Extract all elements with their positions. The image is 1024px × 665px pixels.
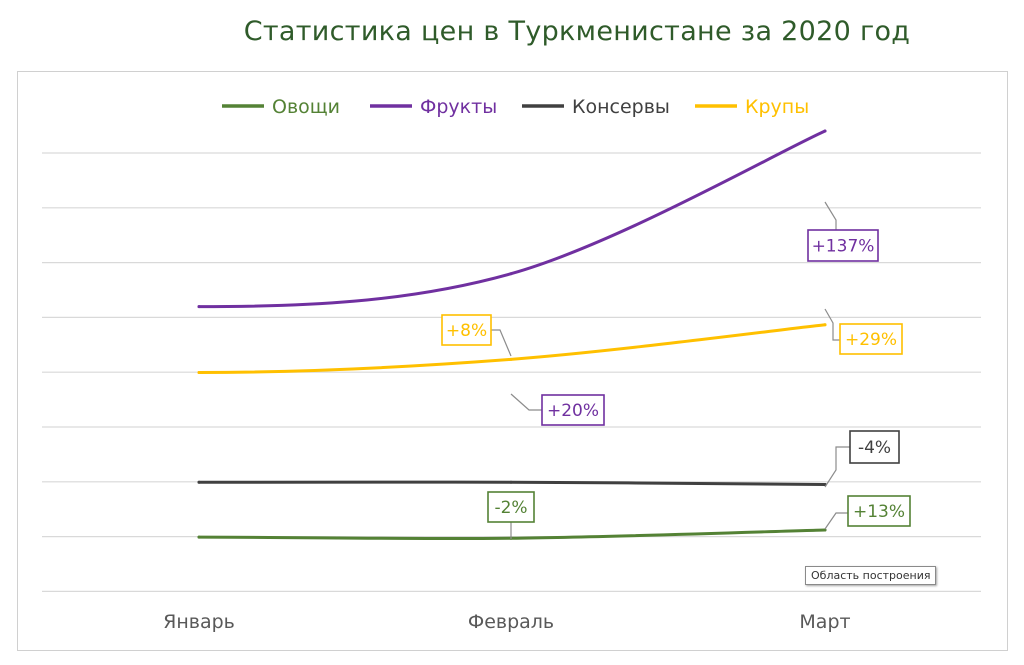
- data-label: +20%: [547, 401, 599, 421]
- x-tick-label: Февраль: [468, 611, 554, 633]
- data-label: +8%: [446, 321, 487, 341]
- data-label: +137%: [812, 237, 875, 257]
- data-point: [197, 371, 201, 374]
- leader-line: [824, 201, 837, 230]
- data-label-box: [487, 491, 535, 523]
- series-line-2: [197, 129, 827, 309]
- data-point: [197, 480, 201, 484]
- leader-line: [510, 393, 542, 411]
- data-label: +29%: [845, 330, 897, 350]
- data-label: +13%: [853, 502, 905, 522]
- plot-area-tooltip: Область построения: [805, 566, 937, 585]
- data-label-box: [541, 394, 605, 426]
- data-label-box: [839, 323, 903, 355]
- data-point: [823, 528, 827, 532]
- legend-label: Консервы: [572, 96, 670, 118]
- data-point: [197, 305, 201, 309]
- leader-line: [824, 308, 840, 341]
- data-label-box: [807, 229, 879, 262]
- leader-line: [824, 512, 848, 530]
- leader-line: [824, 446, 850, 488]
- chart-title: Статистика цен в Туркменистане за 2020 г…: [243, 16, 911, 47]
- data-point: [823, 323, 827, 327]
- data-point: [197, 535, 201, 539]
- data-label-box: [849, 430, 900, 464]
- data-label-box: [847, 495, 911, 527]
- data-label-box: [441, 314, 492, 346]
- data-point: [509, 480, 513, 484]
- leader-line: [491, 329, 512, 357]
- data-label: -4%: [858, 438, 891, 458]
- data-point: [823, 129, 827, 133]
- data-label: -2%: [494, 498, 527, 518]
- series-line-4: [197, 323, 827, 374]
- legend-label: Фрукты: [420, 96, 497, 118]
- legend-label: Крупы: [745, 96, 809, 118]
- x-tick-label: Январь: [163, 611, 235, 633]
- data-point: [509, 357, 513, 361]
- legend-label: Овощи: [272, 96, 340, 118]
- chart-area[interactable]: [17, 71, 1008, 651]
- x-tick-label: Март: [799, 611, 850, 633]
- data-point: [509, 272, 513, 276]
